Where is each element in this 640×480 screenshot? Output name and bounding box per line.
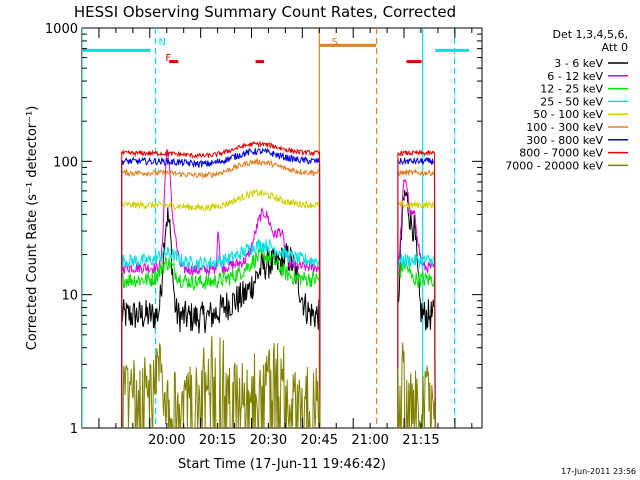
legend-label: 3 - 6 keV [554,57,603,70]
y-tick-label: 100 [53,155,78,170]
x-tick-label: 21:15 [402,433,439,448]
legend-title-line-2: Att 0 [602,41,628,54]
series-line-6 [121,147,436,428]
legend-label: 7000 - 20000 keV [505,159,603,172]
chart-title: HESSI Observing Summary Count Rates, Cor… [74,3,456,21]
legend-title-line-1: Det 1,3,4,5,6, [552,28,628,41]
flag-f: F [165,53,171,64]
x-tick-label: 21:00 [351,433,388,448]
x-axis-label: Start Time (17-Jun-11 19:46:42) [178,457,386,472]
y-tick-label: 10 [61,289,78,304]
legend-label: 12 - 25 keV [540,83,603,96]
x-tick-label: 20:15 [199,433,236,448]
y-tick-label: 1 [70,422,78,437]
legend-label: 100 - 300 keV [526,121,603,134]
flag-s: S [331,37,337,48]
x-tick-label: 20:30 [250,433,287,448]
series-line-5 [121,157,436,428]
legend-label: 25 - 50 keV [540,95,603,108]
legend-label: 50 - 100 keV [533,108,603,121]
legend-label: 800 - 7000 keV [519,147,603,160]
y-axis-label: Corrected Count Rate (s⁻¹ detector⁻¹) [25,106,40,351]
series-line-3 [121,237,436,428]
flag-n: N [159,37,166,48]
series-line-8 [121,335,436,428]
x-tick-label: 20:00 [148,433,185,448]
legend-label: 6 - 12 keV [547,70,603,83]
y-tick-label: 1000 [45,22,78,37]
x-tick-label: 20:45 [301,433,338,448]
plot-frame [81,27,483,429]
series-line-7 [121,140,436,428]
legend-label: 300 - 800 keV [526,134,603,147]
series-line-4 [121,188,436,428]
timestamp: 17-Jun-2011 23:56 [561,467,636,476]
